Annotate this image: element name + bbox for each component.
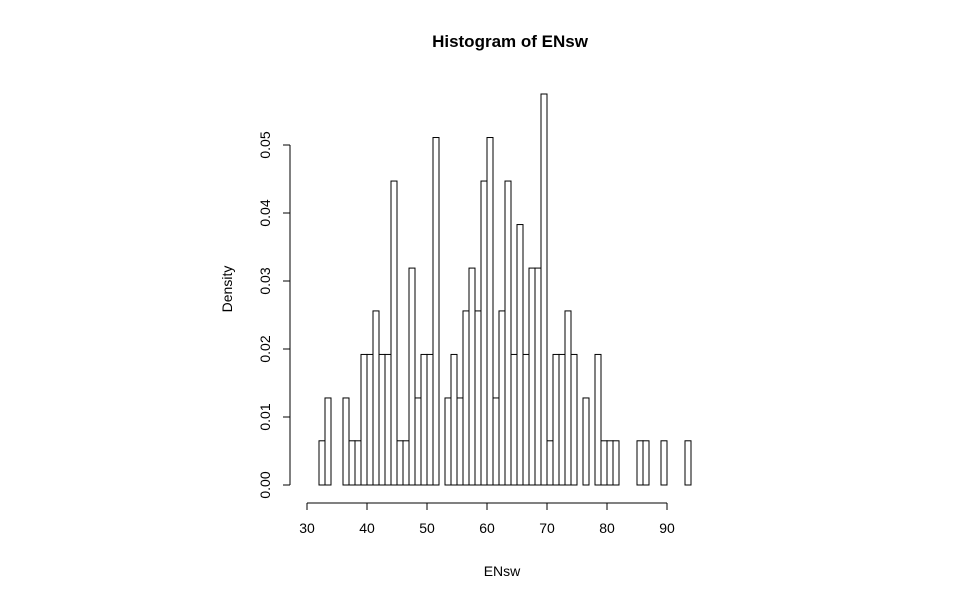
x-tick-label: 60	[479, 520, 495, 536]
histogram-bar	[582, 397, 590, 486]
histogram-bar	[480, 180, 488, 486]
y-tick-label: 0.05	[257, 131, 273, 158]
histogram-bar	[558, 353, 566, 486]
y-axis-label: Density	[219, 266, 235, 313]
histogram-bar	[486, 137, 494, 486]
histogram-bar	[354, 440, 362, 486]
x-axis: 30 40 50 60 70 80 90	[299, 502, 675, 536]
x-tick-label: 80	[599, 520, 615, 536]
histogram-bar	[660, 440, 668, 486]
y-tick-label: 0.01	[257, 403, 273, 430]
x-axis-label: ENsw	[484, 563, 521, 579]
histogram-bar	[474, 310, 482, 486]
histogram-bar	[498, 310, 506, 486]
histogram-bar	[642, 440, 650, 486]
histogram-bar	[510, 353, 518, 486]
x-tick-label: 70	[539, 520, 555, 536]
histogram-bar	[390, 180, 398, 486]
histogram-bar	[450, 353, 458, 486]
histogram-bar	[342, 397, 350, 486]
histogram-bar	[570, 353, 578, 486]
histogram-bar	[372, 310, 380, 486]
histogram-bar	[318, 440, 326, 486]
x-tick-label: 30	[299, 520, 315, 536]
histogram-bar	[414, 397, 422, 486]
histogram-bar	[444, 397, 452, 486]
histogram-bar	[600, 440, 608, 486]
chart-title: Histogram of ENsw	[432, 32, 589, 51]
histogram-bar	[396, 440, 404, 486]
histogram-bar	[612, 440, 620, 486]
bars-group	[318, 93, 692, 486]
x-tick-label: 50	[419, 520, 435, 536]
histogram-bar	[324, 397, 332, 486]
histogram-bar	[528, 267, 536, 486]
histogram-bar	[360, 353, 368, 486]
histogram-bar	[384, 353, 392, 486]
histogram-bar	[540, 93, 548, 486]
histogram-bar	[402, 440, 410, 486]
histogram-bar	[348, 440, 356, 486]
x-tick-label: 90	[659, 520, 675, 536]
histogram-bar	[462, 310, 470, 486]
y-tick-label: 0.00	[257, 471, 273, 498]
histogram-bar	[468, 267, 476, 486]
histogram-bar	[408, 267, 416, 486]
histogram-bar	[546, 440, 554, 486]
histogram-bar	[420, 353, 428, 486]
histogram-bar	[492, 397, 500, 486]
y-tick-label: 0.03	[257, 267, 273, 294]
histogram-bar	[552, 353, 560, 486]
histogram-bar	[432, 137, 440, 486]
histogram-bar	[564, 310, 572, 486]
x-tick-label: 40	[359, 520, 375, 536]
y-tick-label: 0.02	[257, 335, 273, 362]
histogram-bar	[456, 397, 464, 486]
histogram-bar	[522, 353, 530, 486]
histogram-bar	[426, 353, 434, 486]
histogram-bar	[516, 224, 524, 486]
histogram-bar	[366, 353, 374, 486]
histogram-bar	[636, 440, 644, 486]
histogram-bar	[594, 353, 602, 486]
histogram-bar	[504, 180, 512, 486]
histogram-bar	[684, 440, 692, 486]
y-tick-label: 0.04	[257, 199, 273, 226]
histogram-bar	[534, 267, 542, 486]
histogram-bar	[378, 353, 386, 486]
histogram-bar	[606, 440, 614, 486]
y-axis: 0.00 0.01 0.02 0.03 0.04 0.05	[257, 131, 291, 499]
